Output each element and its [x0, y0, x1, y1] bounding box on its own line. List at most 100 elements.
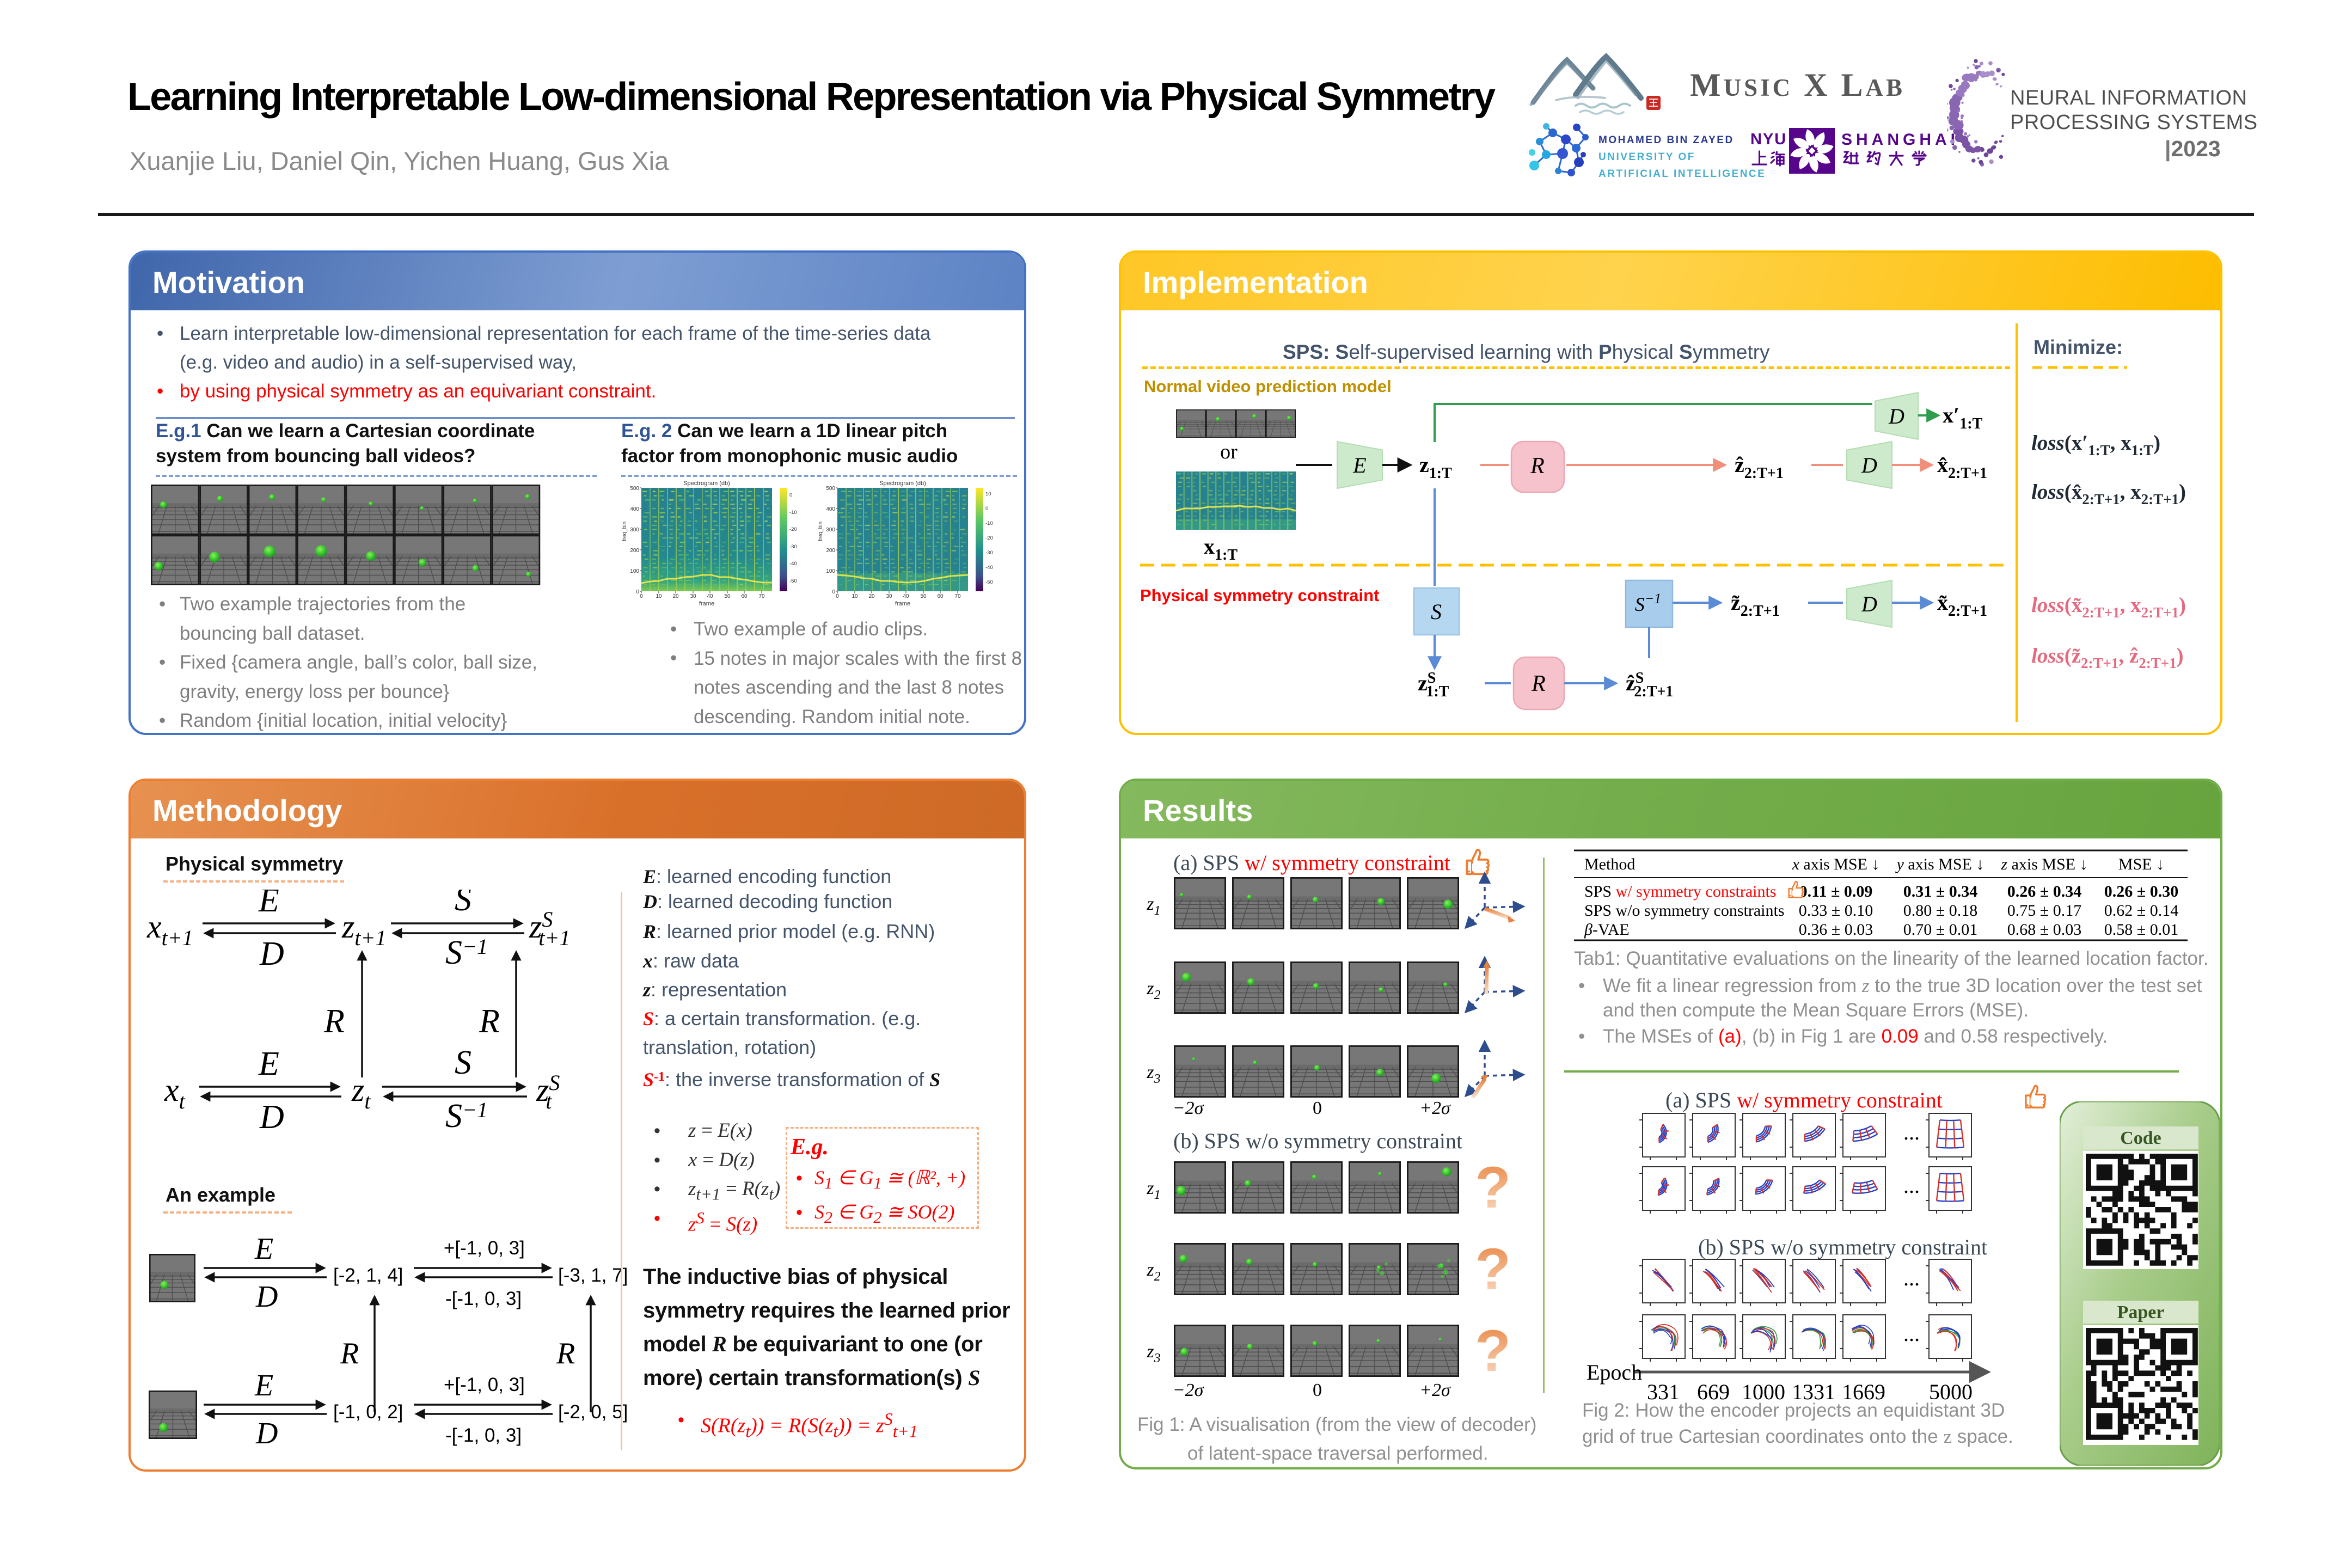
- svg-text:+2σ: +2σ: [1419, 1098, 1451, 1118]
- svg-text:SPS w/o symmetry constraints: SPS w/o symmetry constraints: [1584, 902, 1785, 920]
- svg-text:400: 400: [630, 506, 639, 512]
- svg-text:or: or: [1220, 440, 1238, 463]
- svg-text:0.31 ± 0.34: 0.31 ± 0.34: [1903, 883, 1977, 901]
- svg-text:100: 100: [826, 568, 835, 574]
- svg-text:...: ...: [1903, 1120, 1920, 1144]
- svg-text:D: D: [1861, 453, 1877, 477]
- svg-text:300: 300: [630, 527, 639, 533]
- svg-text:[-1, 0, 2]: [-1, 0, 2]: [333, 1401, 403, 1423]
- svg-text:50: 50: [920, 593, 927, 599]
- svg-text:D: D: [255, 1417, 278, 1450]
- svg-text:E: E: [1352, 453, 1366, 477]
- svg-text:+[-1, 0, 3]: +[-1, 0, 3]: [444, 1238, 525, 1259]
- svg-text:-50: -50: [985, 579, 993, 585]
- svg-text:0: 0: [640, 593, 643, 599]
- svg-text:20: 20: [868, 593, 875, 599]
- svg-text:?: ?: [1475, 1236, 1511, 1302]
- svg-text:-10: -10: [789, 510, 797, 516]
- svg-text:500: 500: [630, 486, 639, 492]
- svg-text:x′1:T: x′1:T: [1943, 403, 1983, 432]
- svg-text:D: D: [1861, 592, 1877, 616]
- svg-text:0.62 ± 0.14: 0.62 ± 0.14: [2104, 902, 2178, 920]
- svg-text:-20: -20: [789, 526, 797, 532]
- svg-text:Spectrogram (db): Spectrogram (db): [879, 480, 926, 487]
- svg-text:x̂2:T+1: x̂2:T+1: [1937, 452, 1987, 482]
- svg-text:0.36 ± 0.03: 0.36 ± 0.03: [1799, 921, 1873, 939]
- svg-text:0: 0: [789, 492, 792, 498]
- svg-text:R: R: [556, 1337, 575, 1370]
- svg-text:E: E: [254, 1232, 273, 1266]
- svg-text:10: 10: [985, 491, 991, 497]
- svg-text:freq_bin: freq_bin: [818, 522, 824, 541]
- svg-text:[-3, 1, 7]: [-3, 1, 7]: [558, 1265, 628, 1286]
- svg-text:0: 0: [836, 593, 839, 599]
- svg-text:50: 50: [724, 593, 731, 599]
- svg-text:(b) SPS w/o symmetry constrai: (b) SPS w/o symmetry constraint: [1698, 1235, 1987, 1259]
- svg-text:loss(x′1:T, x1:T): loss(x′1:T, x1:T): [2031, 431, 2160, 458]
- svg-text:0.80 ± 0.18: 0.80 ± 0.18: [1903, 902, 1977, 920]
- svg-text:Method: Method: [1584, 855, 1635, 873]
- svg-text:Paper: Paper: [2117, 1302, 2165, 1322]
- svg-text:?: ?: [1475, 1154, 1511, 1220]
- svg-text:R: R: [340, 1337, 359, 1370]
- svg-text:Minimize:: Minimize:: [2033, 336, 2123, 358]
- svg-text:1331: 1331: [1792, 1380, 1835, 1404]
- svg-text:0: 0: [636, 589, 639, 595]
- svg-text:5000: 5000: [1929, 1380, 1973, 1404]
- svg-text:(b) SPS w/o symmetry constrain: (b) SPS w/o symmetry constraint: [1173, 1129, 1462, 1153]
- svg-text:0.70 ± 0.01: 0.70 ± 0.01: [1903, 921, 1977, 939]
- svg-text:40: 40: [903, 593, 909, 599]
- svg-text:E: E: [258, 890, 279, 919]
- svg-text:60: 60: [741, 593, 748, 599]
- svg-text:S: S: [455, 890, 471, 918]
- svg-text:xt+1: xt+1: [146, 909, 193, 950]
- svg-text:200: 200: [826, 548, 835, 554]
- svg-text:loss(z̃2:T+1, ẑ2:T+1): loss(z̃2:T+1, ẑ2:T+1): [2031, 644, 2184, 671]
- svg-text:[-2, 1, 4]: [-2, 1, 4]: [333, 1265, 403, 1286]
- svg-text:R: R: [323, 1003, 345, 1040]
- svg-text:D: D: [255, 1280, 278, 1314]
- svg-text:60: 60: [937, 593, 944, 599]
- svg-text:S: S: [1431, 599, 1442, 624]
- svg-text:zt: zt: [351, 1072, 371, 1113]
- svg-text:x axis MSE ↓: x axis MSE ↓: [1792, 855, 1880, 873]
- svg-text:669: 669: [1697, 1380, 1730, 1404]
- svg-text:-30: -30: [789, 544, 797, 550]
- svg-text:+2σ: +2σ: [1419, 1380, 1451, 1400]
- svg-text:S: S: [455, 1044, 471, 1081]
- svg-text:x1:T: x1:T: [1204, 534, 1238, 564]
- svg-text:D: D: [1888, 404, 1904, 428]
- svg-text:0.26 ± 0.34: 0.26 ± 0.34: [2007, 883, 2081, 901]
- svg-text:500: 500: [826, 486, 835, 492]
- svg-text:0: 0: [1313, 1380, 1322, 1400]
- svg-text:E: E: [258, 1045, 279, 1082]
- svg-text:−2σ: −2σ: [1173, 1098, 1204, 1118]
- svg-text:Code: Code: [2120, 1128, 2161, 1148]
- svg-text:300: 300: [826, 527, 835, 533]
- svg-text:200: 200: [630, 548, 639, 554]
- svg-text:100: 100: [630, 568, 639, 574]
- svg-text:z axis MSE ↓: z axis MSE ↓: [2000, 855, 2087, 873]
- svg-text:(a) SPS w/ symmetry constrain: (a) SPS w/ symmetry constraint: [1665, 1088, 1943, 1112]
- svg-text:loss(x̂2:T+1, x2:T+1): loss(x̂2:T+1, x2:T+1): [2031, 480, 2186, 507]
- svg-text:frame: frame: [895, 601, 910, 607]
- svg-text:70: 70: [758, 593, 765, 599]
- svg-text:freq_bin: freq_bin: [622, 522, 628, 541]
- svg-text:...: ...: [1903, 1266, 1920, 1290]
- svg-text:E: E: [254, 1369, 273, 1402]
- svg-text:xt: xt: [164, 1072, 186, 1113]
- svg-text:S−1: S−1: [445, 934, 488, 971]
- svg-text:0.68 ± 0.03: 0.68 ± 0.03: [2007, 921, 2081, 939]
- svg-text:0: 0: [985, 506, 988, 512]
- svg-text:+[-1, 0, 3]: +[-1, 0, 3]: [444, 1374, 525, 1395]
- svg-text:0.58 ± 0.01: 0.58 ± 0.01: [2104, 921, 2178, 939]
- svg-text:10: 10: [852, 593, 858, 599]
- svg-text:zSt+1: zS t+1: [529, 907, 570, 950]
- svg-text:frame: frame: [699, 601, 714, 607]
- svg-text:-50: -50: [789, 578, 797, 584]
- svg-text:0.11 ± 0.09: 0.11 ± 0.09: [1799, 883, 1873, 901]
- svg-text:...: ...: [1903, 1321, 1920, 1346]
- svg-text:ẑ2:T+1: ẑ2:T+1: [1735, 452, 1784, 482]
- svg-text:x̃2:T+1: x̃2:T+1: [1937, 590, 1987, 620]
- svg-text:0: 0: [832, 589, 835, 595]
